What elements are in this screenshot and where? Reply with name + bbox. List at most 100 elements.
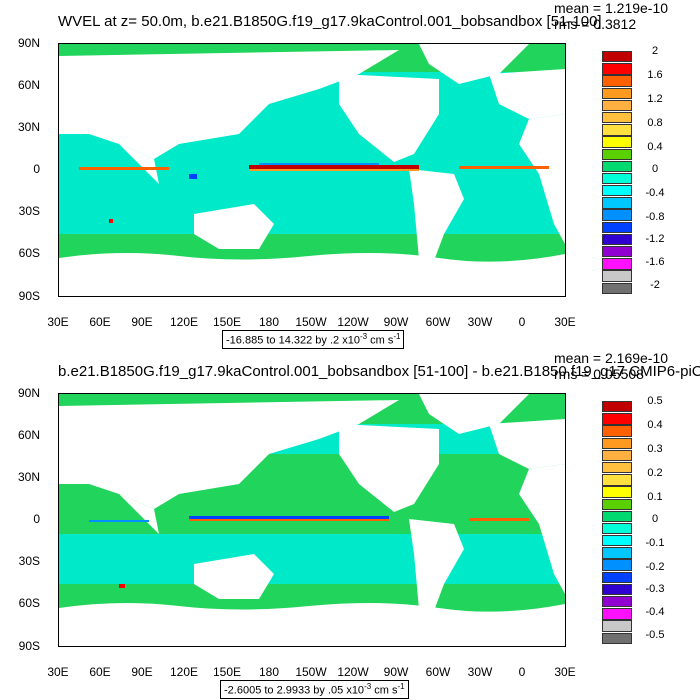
lon-label: 90E — [131, 315, 153, 329]
lon-label: 30E — [47, 315, 69, 329]
colorbar-label: 0.8 — [647, 117, 663, 129]
panel-2: b.e21.B1850G.f19_g17.9kaControl.001_bobs… — [0, 350, 700, 700]
map-plot — [58, 43, 566, 297]
rms-stat: rms = 0.05508 — [554, 366, 644, 382]
lon-label: 120W — [337, 315, 369, 329]
plot-title: b.e21.B1850G.f19_g17.9kaControl.001_bobs… — [58, 363, 700, 380]
lat-label: 90N — [17, 36, 40, 50]
colorbar-box — [602, 246, 632, 258]
lon-label: 0 — [518, 665, 526, 679]
lon-label: 30E — [554, 665, 576, 679]
lon-label: 60W — [425, 665, 451, 679]
lat-label: 30N — [17, 470, 40, 484]
lon-label: 60E — [89, 315, 111, 329]
colorbar-label: 2 — [651, 45, 659, 57]
colorbar-box — [602, 571, 632, 584]
colorbar-label: -0.4 — [645, 187, 665, 199]
lon-label: 150E — [212, 315, 242, 329]
lat-label: 60S — [18, 596, 40, 610]
colorbar-box — [602, 124, 632, 136]
colorbar-label: 1.6 — [647, 69, 663, 81]
colorbar-box — [602, 197, 632, 209]
colorbar-box — [602, 632, 632, 644]
colorbar-box — [602, 185, 632, 197]
lat-label: 0 — [33, 512, 40, 526]
colorbar-box — [602, 596, 632, 608]
lat-label: 60N — [17, 78, 40, 92]
contour-range-label: -16.885 to 14.322 by .2 x10-3 cm s-1 — [222, 330, 405, 349]
lat-label: 30S — [18, 204, 40, 218]
colorbar-box — [602, 535, 632, 547]
lat-label: 0 — [33, 162, 40, 176]
lon-label: 0 — [518, 315, 526, 329]
lon-label: 90W — [383, 665, 409, 679]
colorbar-label: -0.3 — [645, 583, 665, 595]
colorbar-box — [602, 498, 632, 510]
lat-label: 30N — [17, 120, 40, 134]
colorbar-box — [602, 522, 632, 535]
colorbar-label: -1.2 — [645, 233, 665, 245]
colorbar-box — [602, 258, 632, 270]
colorbar-label: -0.5 — [645, 629, 665, 641]
colorbar-label: 0.4 — [647, 141, 663, 153]
colorbar-box — [602, 111, 632, 124]
lat-label: 90N — [17, 386, 40, 400]
colorbar-box — [602, 270, 632, 282]
lat-label: 90S — [18, 639, 40, 653]
colorbar-box — [602, 160, 632, 173]
colorbar-label: -0.8 — [645, 211, 665, 223]
colorbar-box — [602, 87, 632, 99]
colorbar-box — [602, 449, 632, 462]
lon-label: 60W — [425, 315, 451, 329]
plot-title: WVEL at z= 50.0m, b.e21.B1850G.f19_g17.9… — [58, 13, 602, 30]
lat-label: 60N — [17, 428, 40, 442]
colorbar-label: -0.1 — [645, 537, 665, 549]
panel-1: WVEL at z= 50.0m, b.e21.B1850G.f19_g17.9… — [17, 1, 668, 349]
contour-range-label: -2.6005 to 2.9933 by .05 x10-3 cm s-1 — [220, 680, 409, 699]
lon-label: 30E — [554, 315, 576, 329]
lon-label: 150E — [212, 665, 242, 679]
colorbar-box — [602, 583, 632, 596]
colorbar — [602, 51, 632, 295]
map-plot — [58, 393, 566, 647]
colorbar-box — [602, 620, 632, 632]
colorbar-box — [602, 401, 632, 413]
lon-label: 30W — [467, 665, 493, 679]
colorbar-box — [602, 413, 632, 425]
colorbar-label: 0 — [651, 513, 659, 525]
lon-label: 120W — [337, 665, 369, 679]
colorbar-box — [602, 547, 632, 559]
colorbar-label: 0.5 — [647, 395, 663, 407]
colorbar — [602, 401, 632, 645]
lon-label: 180 — [258, 665, 280, 679]
lon-label: 180 — [258, 315, 280, 329]
lon-label: 60E — [89, 665, 111, 679]
colorbar-box — [602, 136, 632, 148]
colorbar-label: 0.1 — [647, 491, 663, 503]
colorbar-box — [602, 510, 632, 523]
colorbar-box — [602, 486, 632, 498]
colorbar-box — [602, 608, 632, 620]
lon-label: 90E — [131, 665, 153, 679]
lon-label: 150W — [295, 665, 327, 679]
colorbar-box — [602, 221, 632, 234]
colorbar-box — [602, 148, 632, 160]
lat-label: 90S — [18, 289, 40, 303]
colorbar-label: -0.4 — [645, 606, 665, 618]
colorbar-box — [602, 172, 632, 185]
colorbar-box — [602, 437, 632, 449]
colorbar-box — [602, 63, 632, 75]
colorbar-box — [602, 461, 632, 474]
colorbar-box — [602, 425, 632, 437]
colorbar-label: -2 — [650, 279, 660, 291]
colorbar-label: -0.2 — [645, 561, 665, 573]
colorbar-label: 0.2 — [647, 467, 663, 479]
colorbar-box — [602, 282, 632, 294]
colorbar-label: 0.4 — [647, 419, 663, 431]
lat-label: 60S — [18, 246, 40, 260]
colorbar-label: 0 — [651, 163, 659, 175]
colorbar-label: 0.3 — [647, 443, 663, 455]
colorbar-box — [602, 233, 632, 246]
colorbar-box — [602, 559, 632, 571]
lon-label: 30E — [47, 665, 69, 679]
